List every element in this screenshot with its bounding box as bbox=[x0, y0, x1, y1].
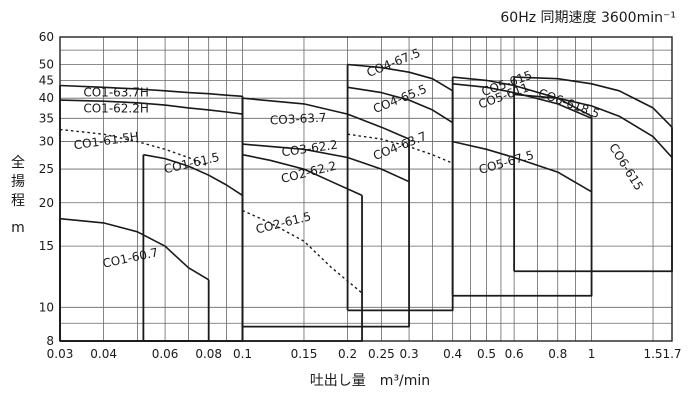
range-co3-63-7 bbox=[241, 98, 410, 328]
curve-co4-65-5 bbox=[347, 86, 454, 124]
curve-label: CO1-63.7H bbox=[83, 86, 149, 100]
y-tick-label: 40 bbox=[39, 91, 54, 105]
x-axis-title: 吐出し量 m³/min bbox=[310, 373, 430, 389]
curve-co1-63-7h bbox=[59, 84, 243, 98]
x-tick-label: 1.5 bbox=[643, 347, 662, 361]
model-ranges bbox=[59, 64, 673, 342]
x-tick-label: 0.15 bbox=[291, 347, 318, 361]
y-tick-label: 15 bbox=[39, 239, 54, 253]
x-tick-label: 0.3 bbox=[400, 347, 419, 361]
y-axis-title-char-1: 全 bbox=[11, 154, 25, 171]
x-tick-label: 1 bbox=[588, 347, 596, 361]
curve-label: CO4-65.5 bbox=[371, 82, 429, 116]
curve-layer bbox=[59, 63, 673, 294]
x-tick-label: 0.5 bbox=[477, 347, 496, 361]
curve-co1-62-2h bbox=[59, 99, 243, 115]
y-tick-label: 60 bbox=[39, 30, 54, 44]
range-co1-60-7 bbox=[59, 218, 210, 342]
range-co5-615 bbox=[451, 77, 593, 297]
curve-label: CO1-60.7 bbox=[101, 245, 159, 270]
curve-label: CO1-62.2H bbox=[83, 101, 149, 115]
curve-co6-618-5 bbox=[514, 76, 673, 128]
curve-co5-611 bbox=[452, 83, 592, 120]
x-tick-label: 0.1 bbox=[233, 347, 252, 361]
curve-label: CO1-61.5 bbox=[163, 150, 221, 176]
range-co6-618-5 bbox=[513, 77, 673, 273]
curve-label: CO6-615 bbox=[606, 141, 646, 193]
curve-co5-67-5 bbox=[452, 140, 593, 193]
x-tick-label: 0.06 bbox=[152, 347, 179, 361]
tick-labels: 0.03 0.04 0.06 0.08 0.1 0.15 0.2 0.25 0.3 0.4 0.5 0… bbox=[39, 30, 682, 361]
y-axis-title-char-3: 程 bbox=[11, 193, 25, 209]
y-tick-label: 50 bbox=[39, 58, 54, 72]
y-tick-label: 10 bbox=[39, 300, 54, 314]
x-tick-label: 0.8 bbox=[548, 347, 567, 361]
y-axis-title-char-2: 揚 bbox=[11, 173, 25, 190]
curve-label: CO5-67.5 bbox=[477, 148, 535, 177]
x-tick-label: 0.2 bbox=[338, 347, 357, 361]
y-tick-label: 8 bbox=[46, 334, 54, 348]
y-tick-label: 45 bbox=[39, 73, 54, 87]
curve-co5-615 bbox=[452, 76, 592, 117]
curve-label: CO4-67.5 bbox=[365, 46, 423, 80]
x-tick-label: 0.04 bbox=[90, 347, 117, 361]
range-co1-63-7h bbox=[59, 85, 244, 342]
curve-co4-67-5 bbox=[347, 63, 454, 92]
range-co1-61-5 bbox=[142, 154, 244, 342]
curve-co3-62-2 bbox=[242, 143, 410, 183]
y-tick-label: 25 bbox=[39, 162, 54, 176]
curve-co1-61-5 bbox=[143, 153, 243, 197]
curve-co3-63-7 bbox=[242, 97, 410, 140]
x-tick-label: 0.4 bbox=[443, 347, 462, 361]
x-tick-label: 1.7 bbox=[662, 347, 681, 361]
chart-title: 60Hz 同期速度 3600min⁻¹ bbox=[500, 10, 676, 26]
x-tick-label: 0.08 bbox=[195, 347, 222, 361]
curve-co6-615 bbox=[514, 93, 673, 159]
curve-label: CO1-61.5H bbox=[73, 129, 140, 152]
curve-co1-60-7 bbox=[59, 217, 210, 281]
curve-co4-63-7 bbox=[347, 133, 453, 164]
y-tick-label: 20 bbox=[39, 196, 54, 210]
y-tick-label: 35 bbox=[39, 111, 54, 125]
x-tick-label: 0.6 bbox=[505, 347, 524, 361]
curve-label: CO3-63.7 bbox=[270, 111, 327, 128]
curve-label: CO3-62.2 bbox=[281, 138, 339, 160]
y-axis-title-unit: m bbox=[11, 220, 25, 236]
range-co2-62-2 bbox=[241, 154, 363, 342]
curve-label: CO2-62.2 bbox=[280, 159, 338, 186]
y-tick-label: 30 bbox=[39, 135, 54, 149]
curve-co2-62-2 bbox=[242, 153, 363, 197]
curve-label: CO4-63.7 bbox=[371, 129, 429, 163]
x-tick-label: 0.03 bbox=[47, 347, 74, 361]
x-tick-label: 0.25 bbox=[368, 347, 395, 361]
